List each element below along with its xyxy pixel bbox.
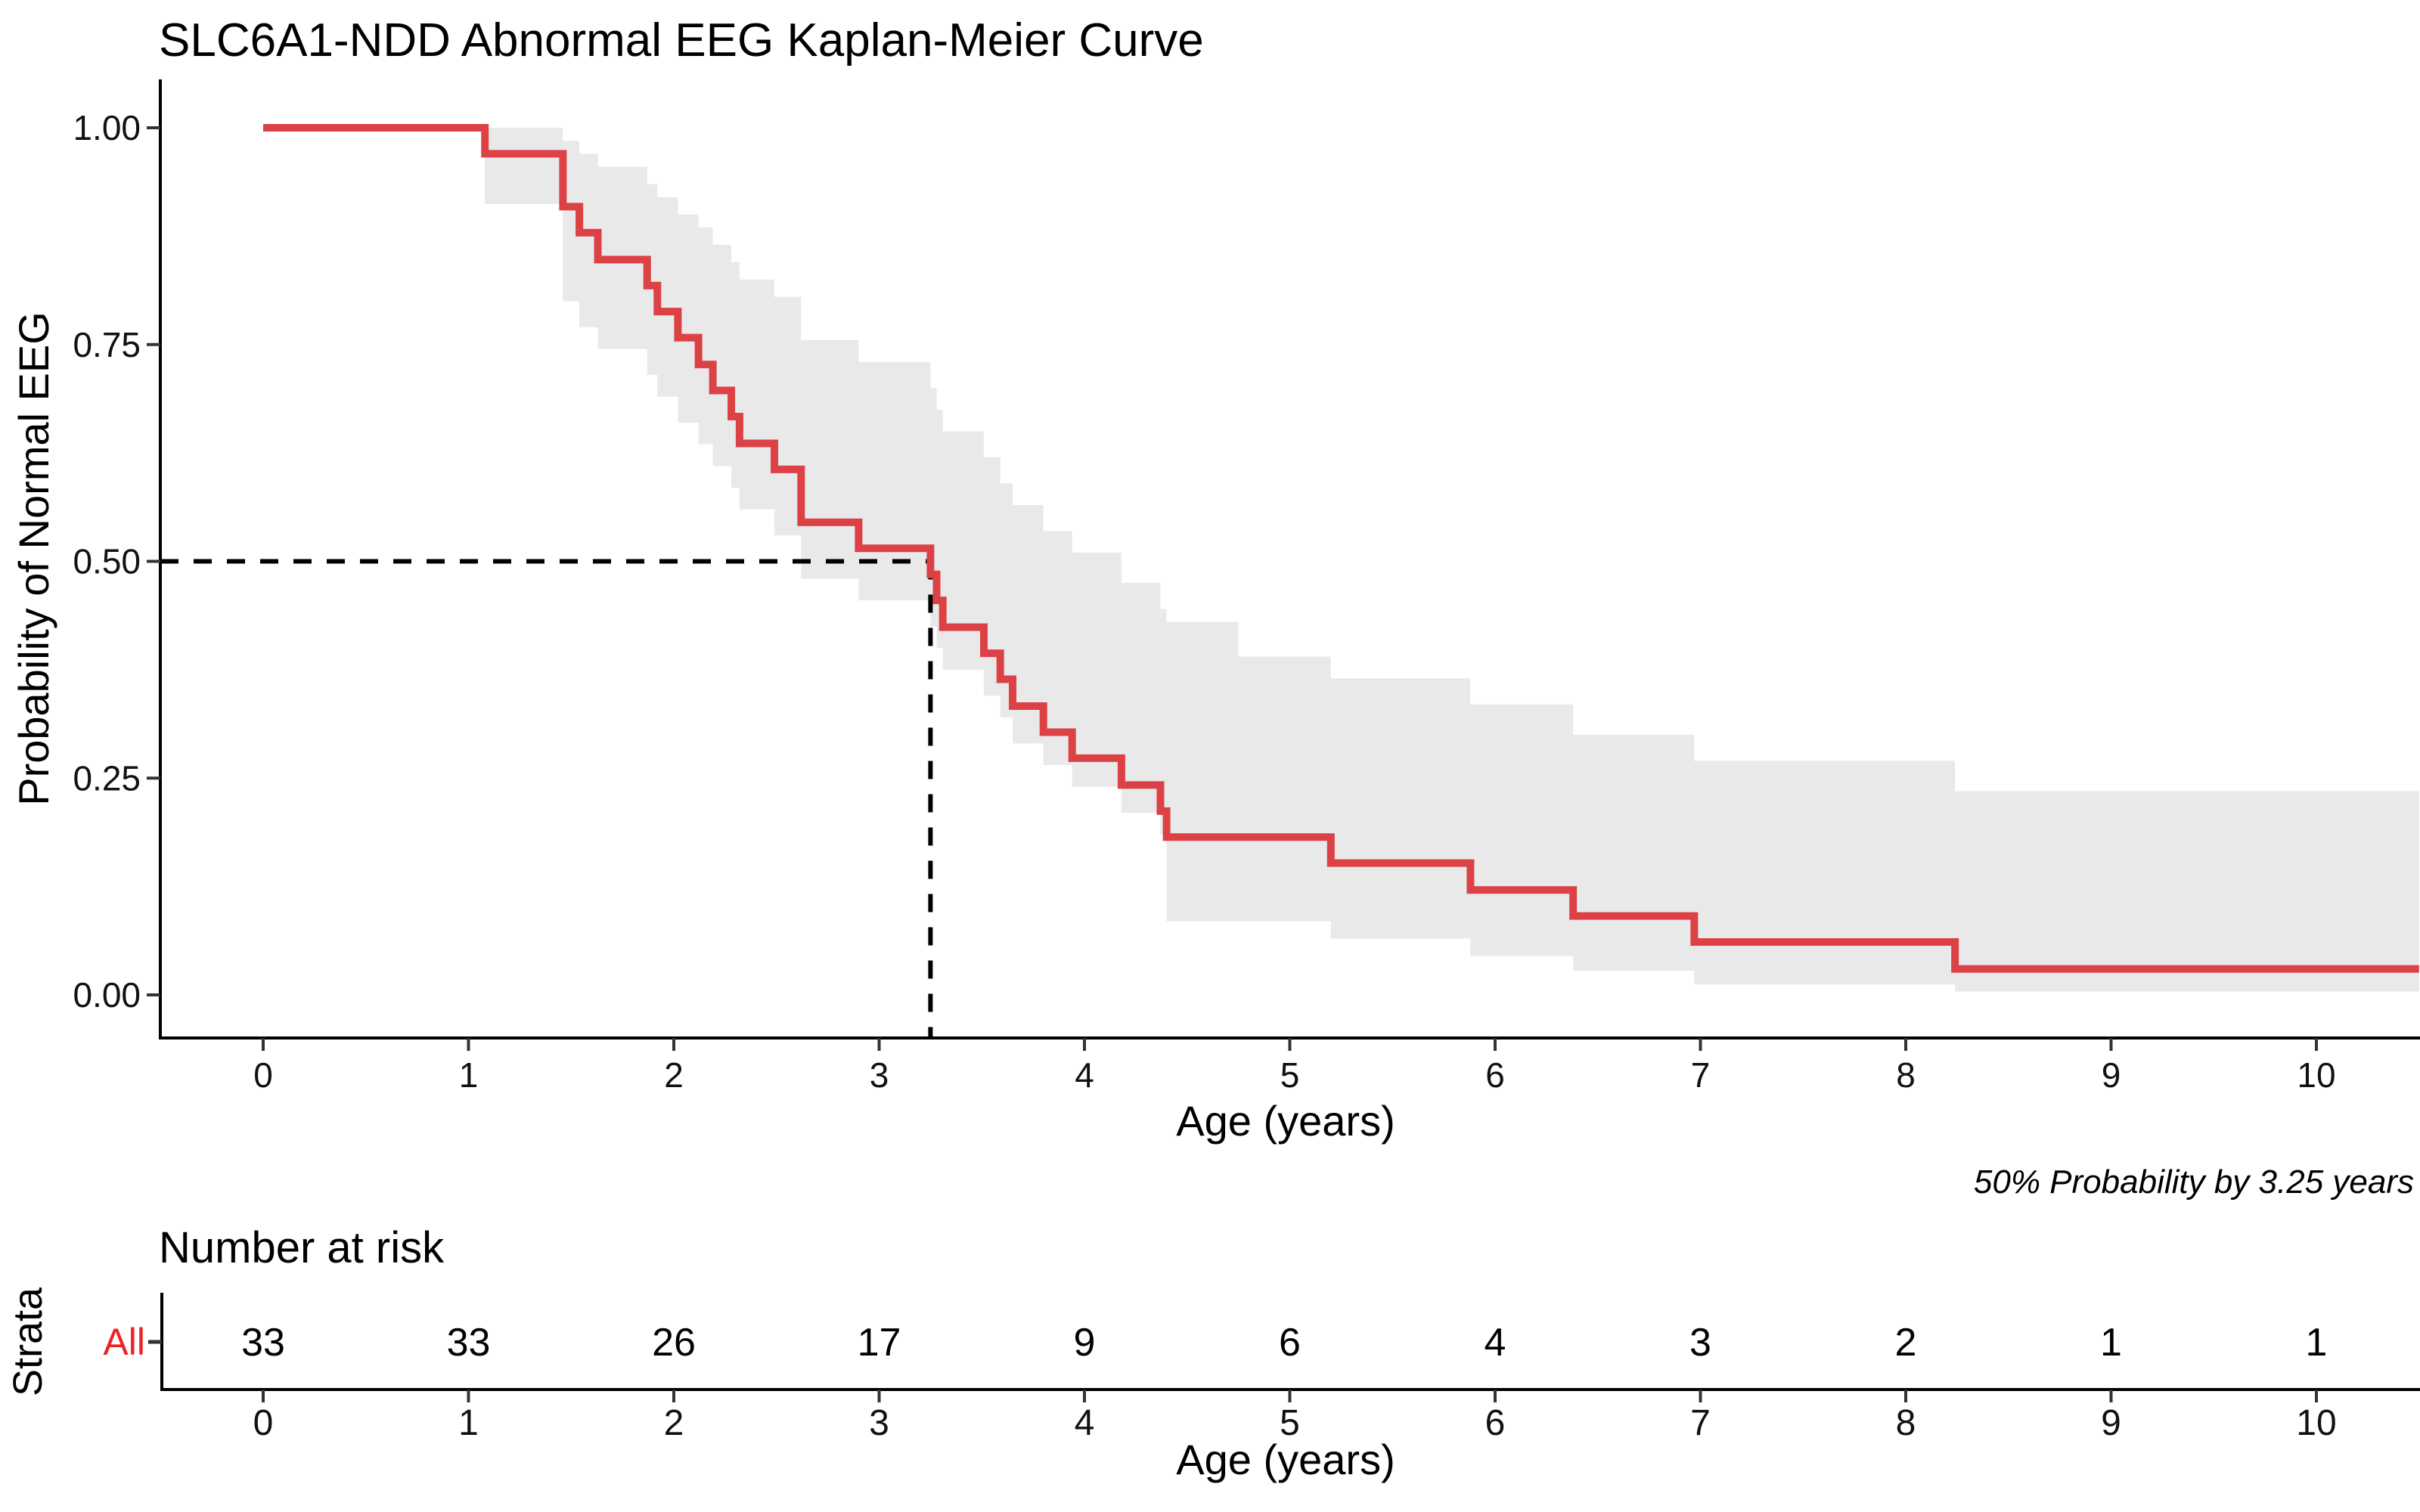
risk-table-tick-label: 4 (1075, 1403, 1095, 1443)
risk-table-tick-label: 0 (253, 1403, 274, 1443)
axes-layer (147, 79, 2420, 1402)
y-tick-label: 0.25 (73, 758, 141, 798)
y-axis-title: Probability of Normal EEG (10, 311, 57, 806)
x-tick-label: 10 (2297, 1055, 2335, 1095)
risk-table-tick-label: 8 (1896, 1403, 1916, 1443)
y-tick-label: 0.50 (73, 542, 141, 581)
number-at-risk-value: 6 (1279, 1321, 1301, 1365)
number-at-risk-value: 9 (1074, 1321, 1096, 1365)
strata-all-label: All (103, 1321, 145, 1363)
main-plot-axes (159, 79, 2420, 1040)
risk-table-tick-label: 3 (869, 1403, 889, 1443)
risk-table-tick-label: 2 (664, 1403, 684, 1443)
risk-table-tick-label: 5 (1280, 1403, 1300, 1443)
risk-table-tick-label: 6 (1485, 1403, 1506, 1443)
x-axis-title: Age (years) (1176, 1097, 1395, 1145)
x-tick-label: 6 (1485, 1055, 1505, 1095)
number-at-risk-value: 1 (2100, 1321, 2122, 1365)
risk-table-tick-label: 1 (458, 1403, 479, 1443)
x-tick-label: 7 (1691, 1055, 1711, 1095)
number-at-risk-value: 4 (1485, 1321, 1506, 1365)
number-at-risk-value: 33 (447, 1321, 491, 1365)
number-at-risk-value: 1 (2306, 1321, 2328, 1365)
y-tick-label: 1.00 (73, 108, 141, 147)
risk-x-axis-title: Age (years) (1176, 1436, 1395, 1483)
number-at-risk-value: 2 (1895, 1321, 1917, 1365)
x-tick-label: 8 (1896, 1055, 1916, 1095)
tick-labels-layer: 0033113322263317449556664773882991101010… (73, 108, 2336, 1443)
risk-table-tick-label: 9 (2101, 1403, 2121, 1443)
risk-table-tick-label: 7 (1690, 1403, 1711, 1443)
km-curve-layer (263, 124, 2419, 973)
x-tick-label: 0 (253, 1055, 273, 1095)
x-tick-label: 2 (664, 1055, 684, 1095)
y-tick-label: 0.75 (73, 325, 141, 364)
confidence-band-layer (485, 128, 2419, 992)
x-tick-label: 9 (2102, 1055, 2121, 1095)
x-tick-label: 1 (459, 1055, 479, 1095)
x-tick-label: 3 (870, 1055, 889, 1095)
x-tick-label: 4 (1075, 1055, 1094, 1095)
median-annotation: 50% Probability by 3.25 years (1974, 1163, 2414, 1201)
number-at-risk-value: 33 (241, 1321, 285, 1365)
km-curve (263, 124, 2419, 973)
risk-table-title: Number at risk (159, 1223, 445, 1272)
strata-axis-title: Strata (5, 1287, 51, 1396)
number-at-risk-value: 17 (858, 1321, 901, 1365)
confidence-interval-band (485, 128, 2419, 992)
number-at-risk-value: 26 (652, 1321, 696, 1365)
x-tick-label: 5 (1280, 1055, 1300, 1095)
risk-table-tick-label: 10 (2296, 1403, 2336, 1443)
number-at-risk-value: 3 (1689, 1321, 1711, 1365)
chart-title: SLC6A1-NDD Abnormal EEG Kaplan-Meier Cur… (159, 14, 1204, 67)
median-reference-layer (160, 559, 933, 1038)
y-tick-label: 0.00 (73, 975, 141, 1015)
